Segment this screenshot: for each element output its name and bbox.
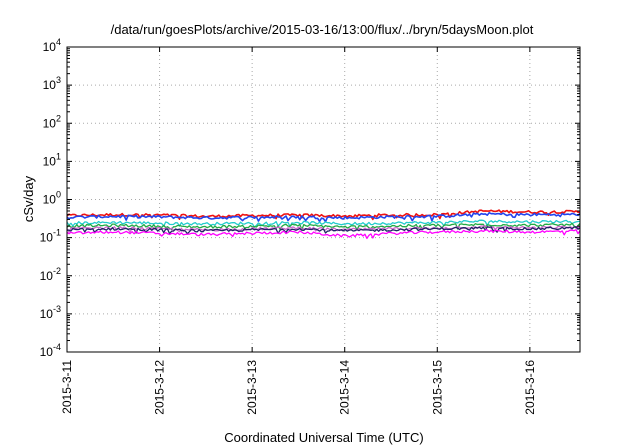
y-tick-label: 10-2 (40, 266, 61, 283)
series-line-2 (66, 219, 581, 228)
y-tick-label: 100 (43, 190, 61, 207)
x-tick-label: 2015-3-11 (60, 360, 74, 414)
y-tick-label: 10-1 (40, 228, 61, 245)
y-tick-label: 10-3 (40, 304, 61, 321)
chart-title: /data/run/goesPlots/archive/2015-03-16/1… (111, 22, 534, 37)
y-tick-label: 102 (43, 113, 61, 130)
series-line-6 (66, 229, 581, 240)
x-axis-ticks: 2015-3-11 2015-3-12 2015-3-13 2015-3-14 2015… (60, 47, 537, 415)
grid (67, 47, 580, 352)
y-axis-label: cSv/day (21, 175, 36, 222)
y-tick-label: 103 (43, 75, 61, 92)
x-tick-label: 2015-3-16 (523, 360, 537, 415)
series-line-1 (66, 211, 581, 223)
y-axis-ticks: 10-4 10-3 10-2 10-1 100 101 102 103 104 (40, 37, 580, 359)
y-tick-label: 10-4 (40, 342, 61, 359)
x-tick-label: 2015-3-12 (153, 360, 167, 415)
series-line-3 (66, 222, 581, 231)
x-axis-label: Coordinated Universal Time (UTC) (224, 430, 423, 445)
y-tick-label: 101 (43, 151, 61, 168)
x-tick-label: 2015-3-15 (430, 360, 444, 415)
y-tick-label: 104 (43, 37, 61, 54)
series-layer (66, 209, 581, 240)
x-tick-label: 2015-3-14 (338, 360, 352, 415)
x-tick-label: 2015-3-13 (245, 360, 259, 415)
